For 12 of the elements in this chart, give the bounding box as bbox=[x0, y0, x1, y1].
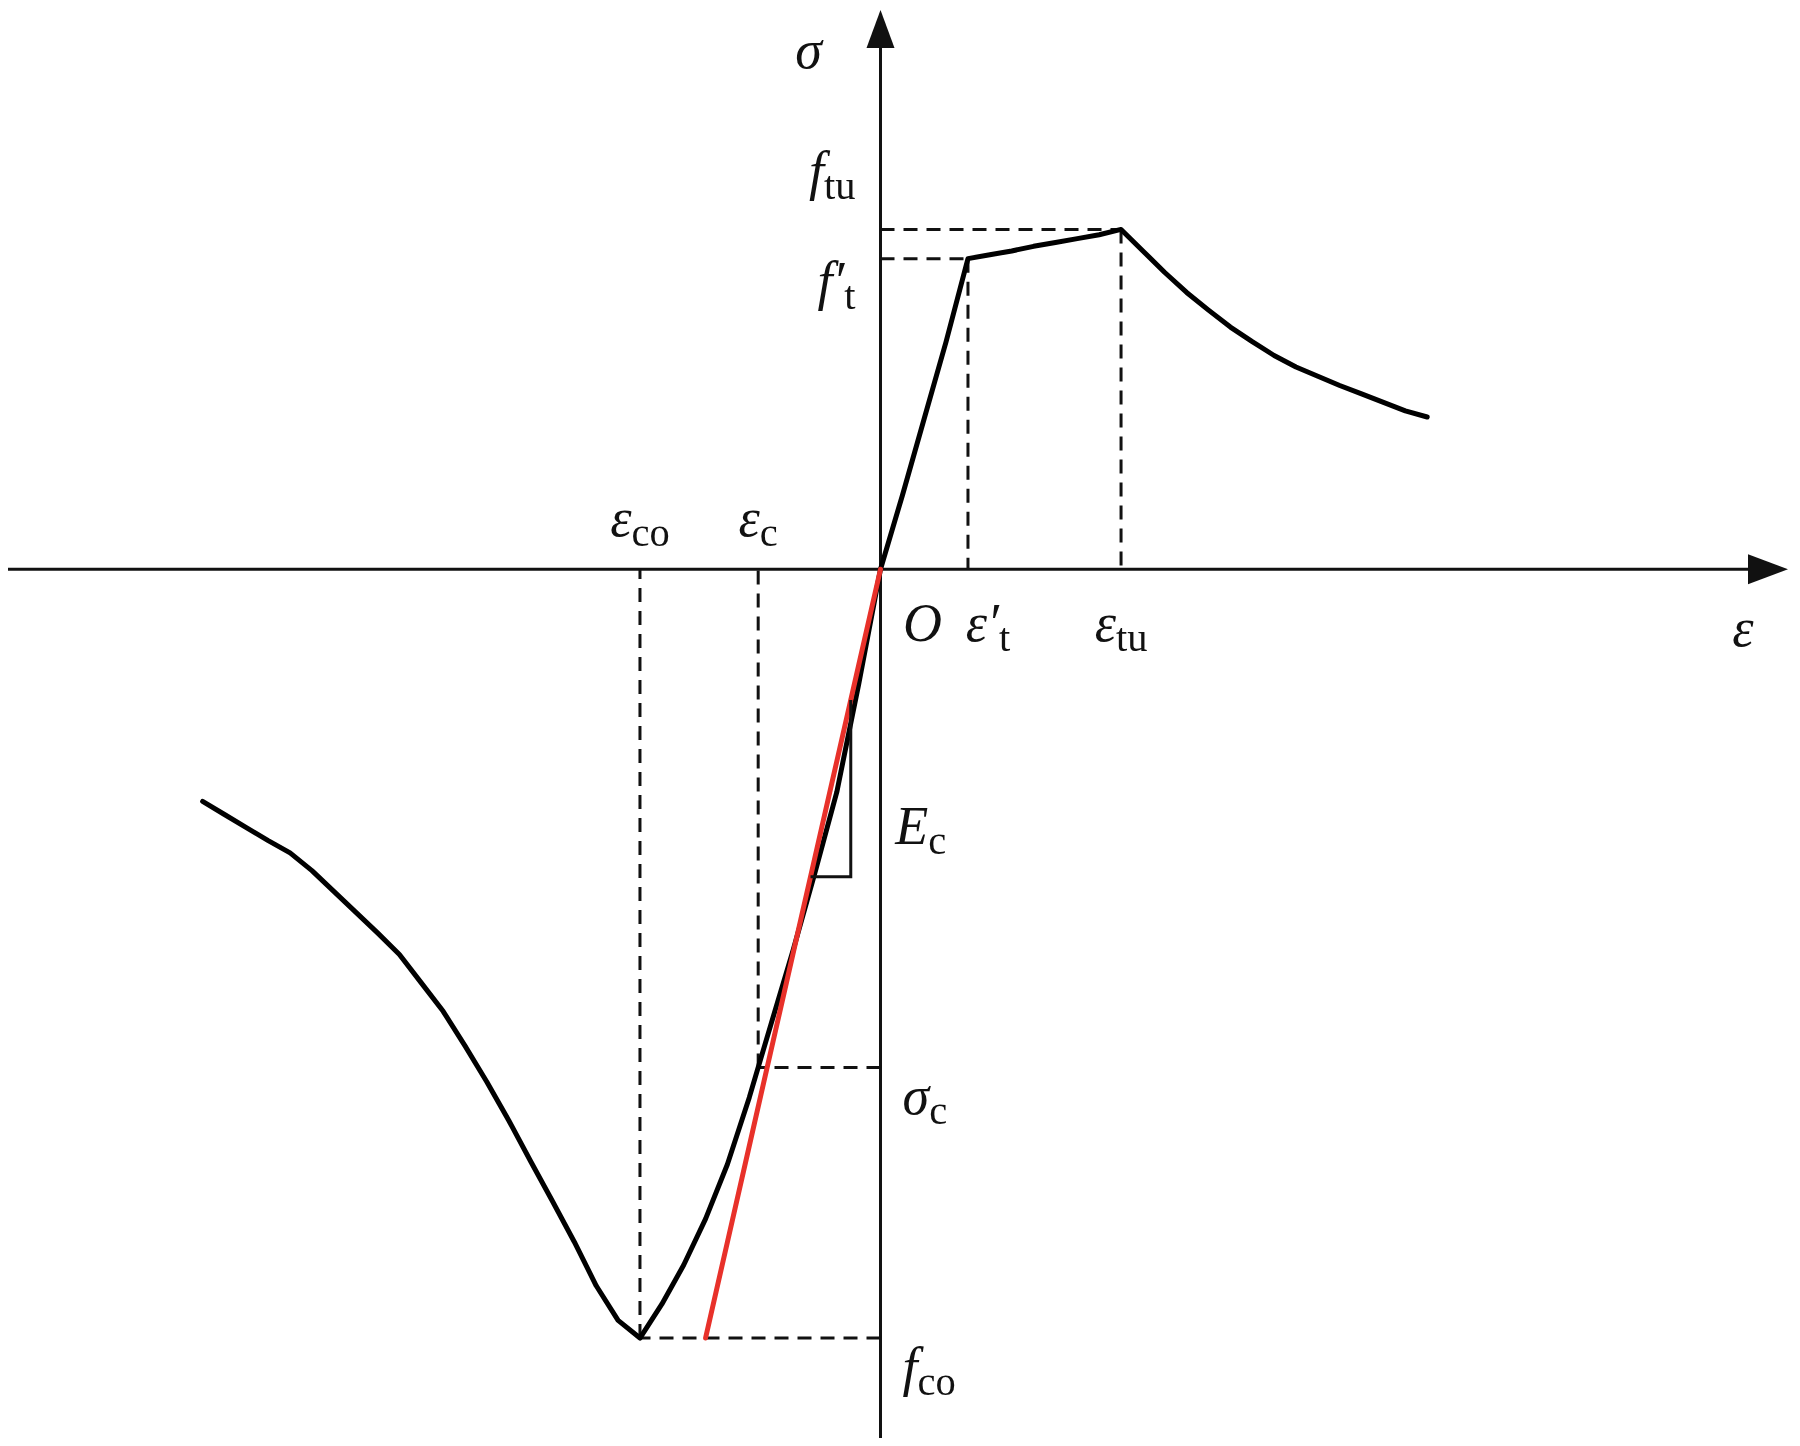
annotation: E$_{c}$ bbox=[894, 796, 947, 863]
annotation: ε′$_{t}$ bbox=[965, 593, 1011, 660]
annotation: ε$_{co}$ bbox=[610, 488, 670, 555]
ref-line-label: f$_{co}$ bbox=[902, 1337, 956, 1404]
annotation: ε$_{tu}$ bbox=[1094, 593, 1148, 660]
y-axis-title: σ bbox=[795, 20, 825, 81]
ref-line-label: f$_{tu}$ bbox=[808, 141, 856, 209]
text: ε bbox=[1732, 598, 1755, 659]
annotation: ε$_{c}$ bbox=[738, 488, 778, 555]
ref-line-label: f′$_{t}$ bbox=[817, 251, 857, 318]
annotation: O bbox=[903, 593, 943, 654]
ref-line-label: σ$_{c}$ bbox=[902, 1066, 948, 1134]
